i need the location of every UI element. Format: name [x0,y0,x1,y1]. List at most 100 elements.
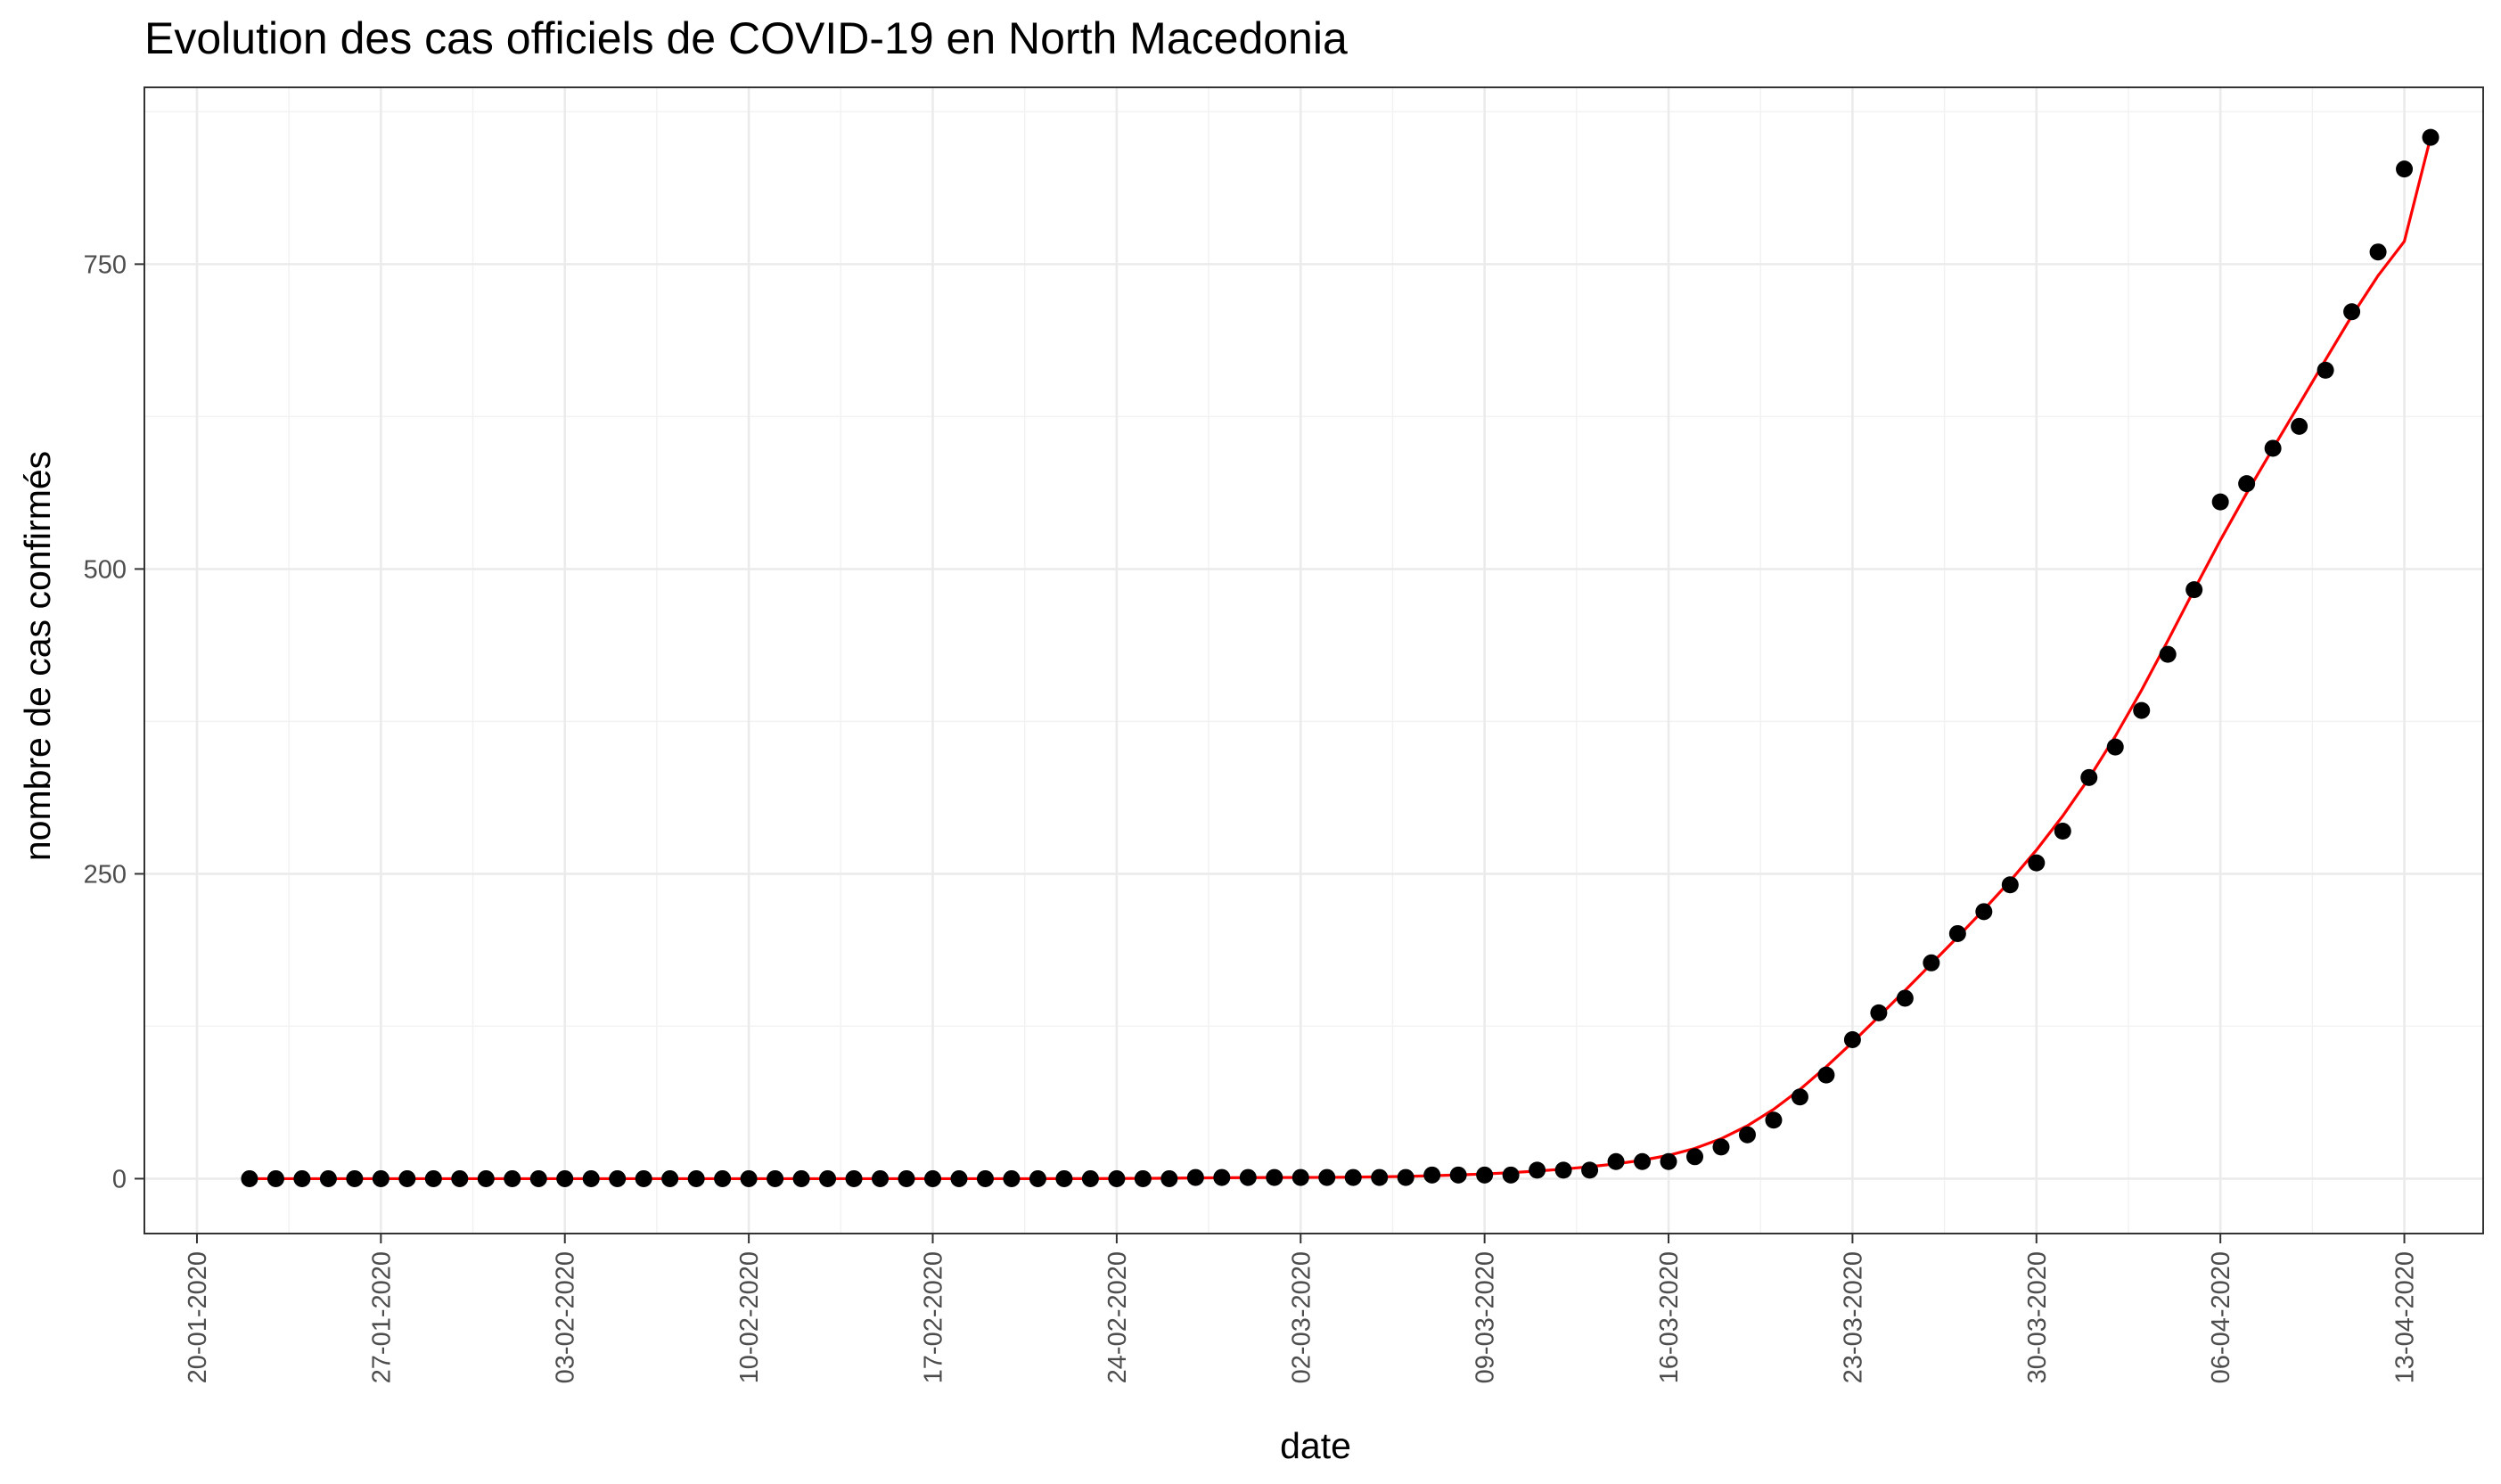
data-point [1160,1169,1178,1187]
data-point [1581,1161,1599,1179]
data-point [2001,876,2019,894]
data-point [1055,1169,1073,1187]
data-point [2028,854,2046,872]
data-point [1003,1169,1021,1187]
data-point [872,1169,890,1187]
data-point [923,1169,941,1187]
data-point [1686,1148,1704,1166]
x-tick-label: 16-03-2020 [1655,1251,1684,1383]
data-point [1318,1168,1336,1186]
data-point [1923,954,1940,972]
x-tick-label: 02-03-2020 [1287,1251,1316,1383]
data-point [2238,475,2256,493]
data-point [582,1169,600,1187]
x-tick-label: 17-02-2020 [919,1251,947,1383]
data-point [1817,1066,1835,1084]
x-tick-label: 27-01-2020 [367,1251,396,1383]
data-point [767,1169,784,1187]
data-point [1660,1152,1677,1170]
data-point [1502,1166,1520,1184]
data-point [1344,1168,1362,1186]
x-tick-label: 24-02-2020 [1103,1251,1132,1383]
x-tick-label: 20-01-2020 [184,1251,212,1383]
data-point [898,1169,915,1187]
data-point [1239,1168,1257,1186]
data-point [1186,1168,1204,1186]
data-point [266,1169,284,1187]
data-point [1292,1168,1309,1186]
data-point [556,1169,574,1187]
y-tick-label: 0 [112,1165,127,1193]
data-point [424,1169,442,1187]
data-point [976,1169,994,1187]
data-point [477,1169,495,1187]
data-points [241,128,2440,1187]
data-point [2369,243,2387,261]
y-tick-label: 750 [84,250,127,279]
data-point [1870,1004,1888,1021]
data-point [1843,1030,1861,1048]
data-point [1029,1169,1046,1187]
x-tick-label: 03-02-2020 [552,1251,580,1383]
x-tick-label: 30-03-2020 [2023,1251,2052,1383]
x-tick-label: 10-02-2020 [735,1251,764,1383]
x-axis-title: date [1280,1425,1351,1466]
data-point [740,1169,758,1187]
data-point [2054,823,2071,840]
data-point [529,1169,547,1187]
data-point [2133,701,2151,719]
data-point [1134,1169,1152,1187]
data-point [2422,128,2440,146]
data-point [1397,1168,1414,1186]
data-point [293,1169,311,1187]
data-point [714,1169,732,1187]
data-point [504,1169,521,1187]
data-point [2159,645,2177,663]
data-point [2291,417,2308,435]
chart-title: Evolution des cas officiels de COVID-19 … [144,13,1348,63]
data-point [1266,1168,1283,1186]
minor-gridlines [144,87,2483,1234]
plot-panel [144,86,2484,1234]
data-point [819,1169,837,1187]
data-point [845,1169,863,1187]
data-point [661,1169,679,1187]
data-point [2264,439,2282,457]
plot-background [144,87,2483,1234]
data-point [687,1169,705,1187]
data-point [2343,303,2361,321]
data-point [398,1169,416,1187]
x-tick-label: 06-04-2020 [2207,1251,2235,1383]
data-point [1791,1088,1808,1106]
data-point [1712,1138,1730,1156]
data-point [1476,1166,1494,1184]
data-point [451,1169,469,1187]
data-point [2316,361,2334,379]
data-point [609,1169,627,1187]
data-point [2211,493,2229,511]
data-point [635,1169,652,1187]
data-point [372,1169,390,1187]
data-point [1896,989,1914,1007]
y-axis: 0 250 500 750 [84,250,144,1193]
data-point [1554,1161,1572,1179]
x-axis: 20-01-2020 27-01-2020 03-02-2020 10-02-2020… [184,1234,2420,1383]
x-tick-label: 23-03-2020 [1839,1251,1867,1383]
x-tick-label: 09-03-2020 [1472,1251,1500,1383]
data-point [1607,1152,1625,1170]
data-point [1634,1152,1652,1170]
data-point [319,1169,337,1187]
data-point [1371,1168,1389,1186]
data-point [1738,1126,1756,1144]
x-tick-label: 13-04-2020 [2391,1251,2420,1383]
data-point [2396,160,2414,178]
data-point [1081,1169,1099,1187]
data-point [1108,1169,1126,1187]
y-tick-label: 250 [84,860,127,889]
data-point [1529,1161,1546,1179]
data-point [2080,768,2098,786]
data-point [2185,581,2203,599]
data-point [950,1169,968,1187]
data-point [1765,1111,1783,1129]
